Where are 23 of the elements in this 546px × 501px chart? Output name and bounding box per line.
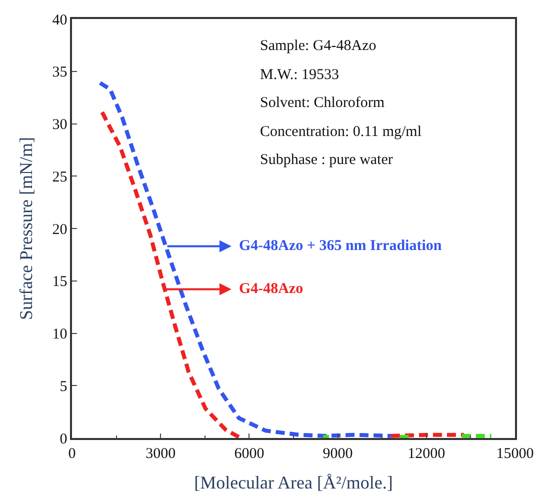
x-tick-label: 3000	[146, 446, 176, 462]
y-tick-label: 10	[52, 326, 68, 342]
annotation: Concentration: 0.11 mg/ml	[260, 124, 422, 140]
legend-label: G4-48Azo + 365 nm Irradiation	[239, 238, 442, 254]
x-tick-label: 6000	[234, 446, 264, 462]
x-tick-label: 12000	[408, 446, 446, 462]
annotation: M.W.: 19533	[260, 67, 340, 83]
y-tick-label: 40	[52, 12, 68, 28]
y-tick-label: 25	[52, 169, 68, 186]
y-axis-title: Surface Pressure [mN/m]	[16, 137, 36, 320]
x-axis-title: [Molecular Area [Å²/mole.]	[194, 472, 393, 492]
y-tick-label: 15	[52, 274, 68, 290]
y-tick-label: 0	[60, 431, 68, 448]
x-tick-label: 15000	[496, 446, 534, 462]
y-tick-label: 30	[52, 117, 68, 133]
y-tick-label: 5	[60, 378, 68, 395]
y-tick-label: 35	[52, 64, 68, 81]
annotation: Subphase : pure water	[260, 152, 393, 168]
x-tick-label: 9000	[322, 446, 353, 462]
legend-label: G4-48Azo	[239, 281, 304, 297]
annotation: Sample: G4-48Azo	[260, 38, 376, 54]
annotation: Solvent: Chloroform	[260, 95, 385, 111]
y-tick-label: 20	[52, 222, 68, 238]
